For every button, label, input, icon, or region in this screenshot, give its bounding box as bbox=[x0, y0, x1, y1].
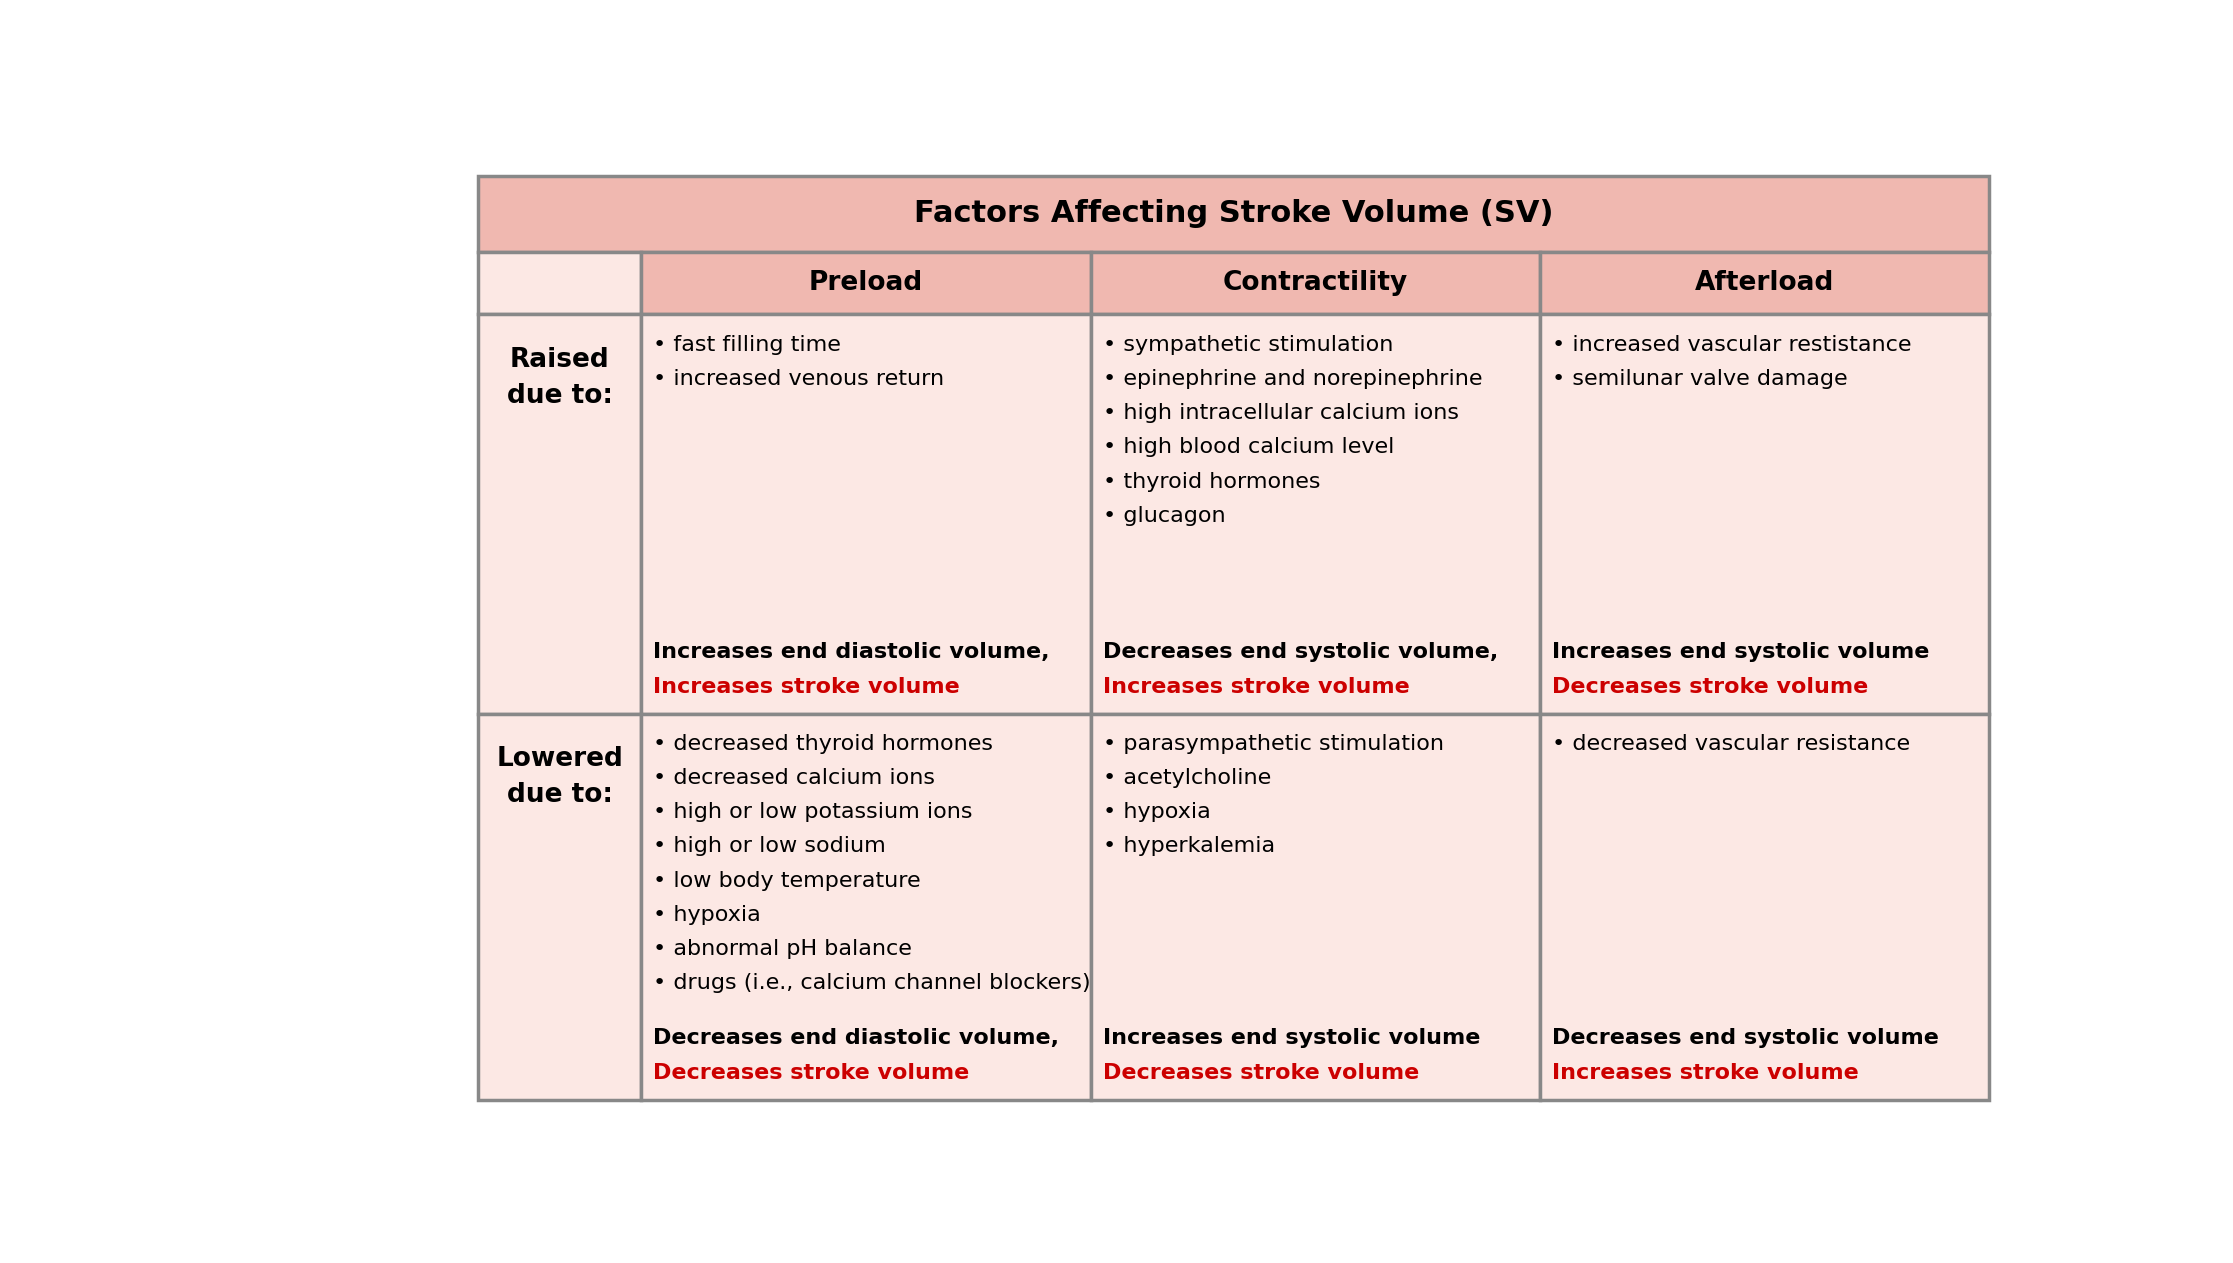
Text: Factors Affecting Stroke Volume (SV): Factors Affecting Stroke Volume (SV) bbox=[913, 200, 1554, 229]
Bar bbox=[478, 176, 1990, 251]
Bar bbox=[478, 714, 641, 1100]
Text: Preload: Preload bbox=[808, 270, 922, 296]
Text: • parasympathetic stimulation: • parasympathetic stimulation bbox=[1103, 734, 1443, 754]
Bar bbox=[641, 314, 1090, 714]
Text: • decreased vascular resistance: • decreased vascular resistance bbox=[1552, 734, 1909, 754]
Text: • high or low potassium ions: • high or low potassium ions bbox=[654, 802, 974, 822]
Text: • sympathetic stimulation: • sympathetic stimulation bbox=[1103, 335, 1393, 355]
Text: • abnormal pH balance: • abnormal pH balance bbox=[654, 938, 913, 959]
Text: Contractility: Contractility bbox=[1221, 270, 1407, 296]
Bar bbox=[1541, 314, 1990, 714]
Text: Decreases end systolic volume: Decreases end systolic volume bbox=[1552, 1028, 1938, 1048]
Text: • low body temperature: • low body temperature bbox=[654, 870, 920, 890]
Text: Increases stroke volume: Increases stroke volume bbox=[1552, 1063, 1858, 1084]
Text: • hypoxia: • hypoxia bbox=[654, 904, 761, 925]
Bar bbox=[478, 314, 641, 714]
Bar bbox=[478, 251, 641, 314]
Text: Decreases stroke volume: Decreases stroke volume bbox=[654, 1063, 969, 1084]
Text: Increases stroke volume: Increases stroke volume bbox=[654, 677, 960, 697]
Bar bbox=[1090, 314, 1541, 714]
Bar bbox=[1090, 714, 1541, 1100]
Text: • decreased calcium ions: • decreased calcium ions bbox=[654, 768, 936, 788]
Text: • hyperkalemia: • hyperkalemia bbox=[1103, 836, 1275, 856]
Text: Decreases end systolic volume,: Decreases end systolic volume, bbox=[1103, 642, 1498, 662]
Bar bbox=[641, 714, 1090, 1100]
Text: • hypoxia: • hypoxia bbox=[1103, 802, 1210, 822]
Text: • high blood calcium level: • high blood calcium level bbox=[1103, 437, 1393, 457]
Text: • epinephrine and norepinephrine: • epinephrine and norepinephrine bbox=[1103, 369, 1483, 389]
Text: • glucagon: • glucagon bbox=[1103, 505, 1226, 525]
Text: • drugs (i.e., calcium channel blockers): • drugs (i.e., calcium channel blockers) bbox=[654, 974, 1092, 993]
Text: Increases end systolic volume: Increases end systolic volume bbox=[1552, 642, 1929, 662]
Text: Decreases end diastolic volume,: Decreases end diastolic volume, bbox=[654, 1028, 1058, 1048]
Text: • high intracellular calcium ions: • high intracellular calcium ions bbox=[1103, 403, 1458, 423]
Text: • acetylcholine: • acetylcholine bbox=[1103, 768, 1271, 788]
Bar bbox=[1541, 714, 1990, 1100]
Text: Raised
due to:: Raised due to: bbox=[507, 347, 612, 409]
Bar bbox=[1090, 251, 1541, 314]
Bar bbox=[641, 251, 1090, 314]
Text: Decreases stroke volume: Decreases stroke volume bbox=[1103, 1063, 1418, 1084]
Text: Afterload: Afterload bbox=[1695, 270, 1833, 296]
Text: • semilunar valve damage: • semilunar valve damage bbox=[1552, 369, 1847, 389]
Bar bbox=[1541, 251, 1990, 314]
Text: • increased venous return: • increased venous return bbox=[654, 369, 945, 389]
Text: • thyroid hormones: • thyroid hormones bbox=[1103, 471, 1320, 491]
Text: Increases end diastolic volume,: Increases end diastolic volume, bbox=[654, 642, 1050, 662]
Text: Lowered
due to:: Lowered due to: bbox=[496, 746, 623, 808]
Text: Increases stroke volume: Increases stroke volume bbox=[1103, 677, 1409, 697]
Text: Decreases stroke volume: Decreases stroke volume bbox=[1552, 677, 1869, 697]
Text: Increases end systolic volume: Increases end systolic volume bbox=[1103, 1028, 1480, 1048]
Text: • fast filling time: • fast filling time bbox=[654, 335, 842, 355]
Text: • increased vascular restistance: • increased vascular restistance bbox=[1552, 335, 1911, 355]
Text: • high or low sodium: • high or low sodium bbox=[654, 836, 887, 856]
Text: • decreased thyroid hormones: • decreased thyroid hormones bbox=[654, 734, 994, 754]
